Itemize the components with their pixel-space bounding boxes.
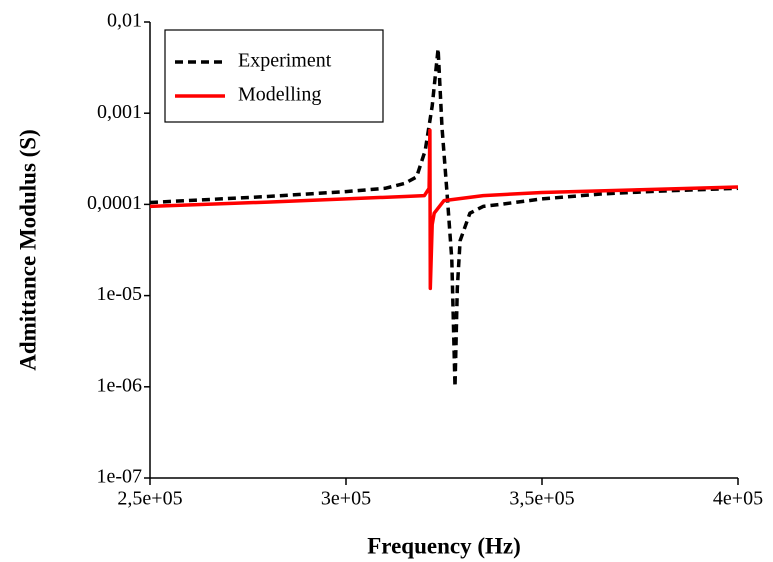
- legend-box: [164, 29, 384, 123]
- series-line: [149, 46, 739, 389]
- legend-label: Modelling: [238, 84, 321, 106]
- x-axis-title: Frequency (Hz): [367, 533, 521, 558]
- y-tick-label: 0,0001: [87, 192, 142, 214]
- y-tick-label: 0,01: [107, 10, 142, 32]
- y-tick-label: 1e-05: [96, 283, 142, 305]
- x-tick-label: 3e+05: [321, 488, 371, 510]
- x-tick-label: 2,5e+05: [117, 488, 182, 510]
- y-tick-label: 1e-06: [96, 374, 142, 396]
- series-line: [149, 128, 739, 291]
- y-tick-label: 0,001: [97, 101, 142, 123]
- y-tick-label: 1e-07: [96, 466, 142, 488]
- legend-label: Experiment: [238, 50, 332, 72]
- x-tick-label: 4e+05: [713, 488, 763, 510]
- y-axis-title: Admittance Modulus (S): [15, 129, 40, 371]
- x-tick-label: 3,5e+05: [509, 488, 574, 510]
